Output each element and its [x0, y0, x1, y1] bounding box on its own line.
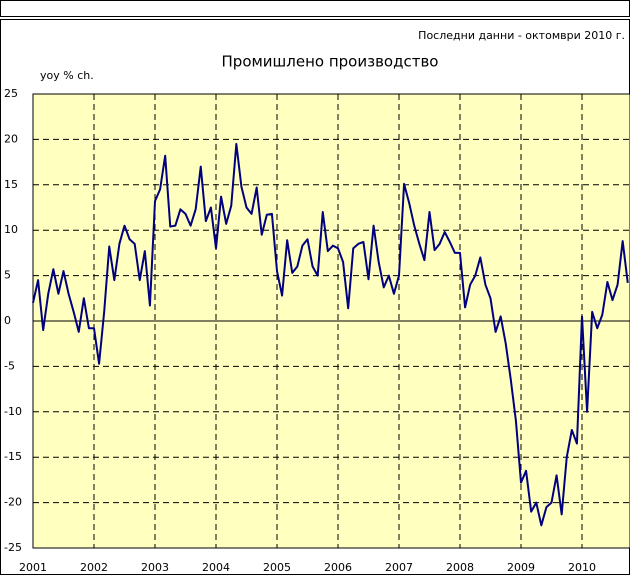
x-tick-label: 2008 — [446, 561, 474, 574]
y-tick-label: -15 — [4, 450, 22, 463]
x-tick-label: 2001 — [19, 561, 47, 574]
x-tick-label: 2009 — [507, 561, 535, 574]
x-tick-label: 2004 — [202, 561, 230, 574]
y-tick-label: -25 — [4, 541, 22, 554]
data-line — [32, 142, 629, 527]
y-tick-label: -10 — [4, 405, 22, 418]
y-tick-label: 20 — [4, 132, 18, 145]
chart-title: Промишлено производство — [222, 53, 439, 71]
top-strip — [0, 0, 630, 17]
x-tick-label: 2005 — [263, 561, 291, 574]
y-tick-label: 5 — [4, 269, 11, 282]
x-tick-label: 2010 — [568, 561, 596, 574]
y-tick-label: 0 — [4, 314, 11, 327]
y-axis-label: yoy % ch. — [40, 69, 94, 82]
x-tick-label: 2003 — [141, 561, 169, 574]
x-tick-label: 2007 — [385, 561, 413, 574]
x-tick-label: 2002 — [80, 561, 108, 574]
y-tick-label: 10 — [4, 223, 18, 236]
y-tick-label: -20 — [4, 496, 22, 509]
y-tick-label: 15 — [4, 178, 18, 191]
x-tick-label: 2006 — [324, 561, 352, 574]
subtitle: Последни данни - октомври 2010 г. — [418, 29, 625, 42]
y-tick-label: -5 — [4, 359, 15, 372]
y-tick-label: 25 — [4, 87, 18, 100]
